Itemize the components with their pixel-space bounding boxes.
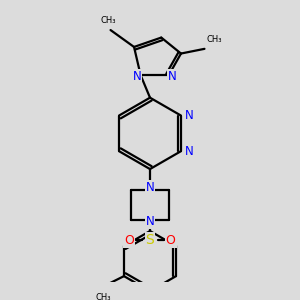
Text: CH₃: CH₃ — [101, 16, 116, 26]
Text: O: O — [124, 234, 134, 247]
Text: N: N — [133, 70, 141, 83]
Text: CH₃: CH₃ — [206, 35, 222, 44]
Text: N: N — [168, 70, 177, 83]
Text: N: N — [185, 145, 194, 158]
Text: CH₃: CH₃ — [96, 293, 111, 300]
Text: S: S — [146, 233, 154, 248]
Text: N: N — [185, 109, 194, 122]
Text: N: N — [146, 215, 154, 228]
Text: N: N — [146, 181, 154, 194]
Text: O: O — [166, 234, 176, 247]
